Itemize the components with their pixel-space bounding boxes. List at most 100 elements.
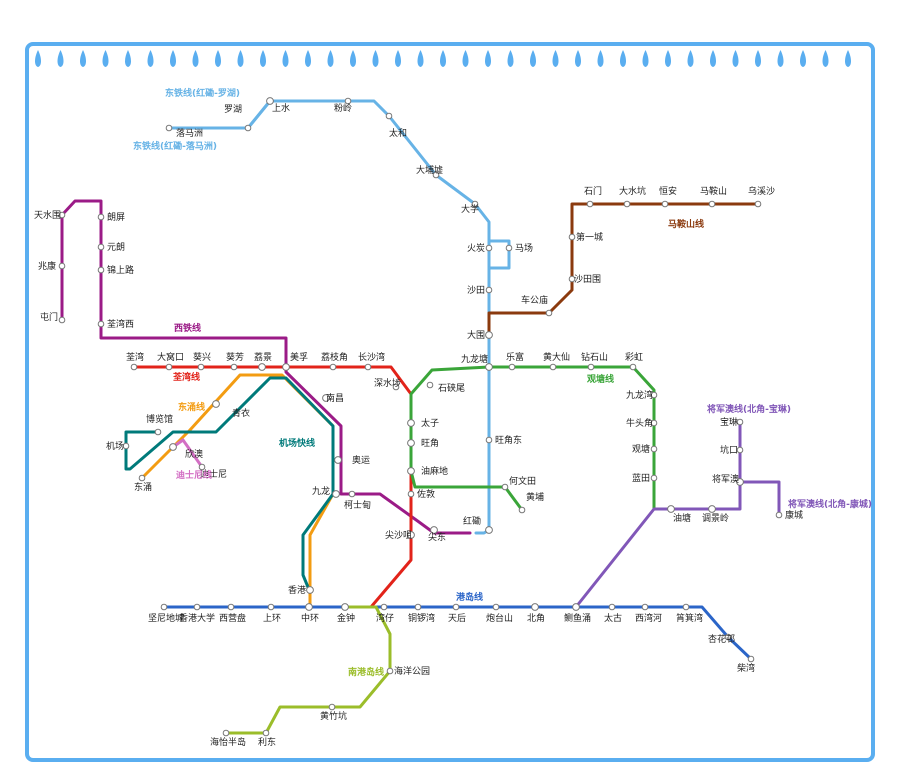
station-89[interactable] bbox=[386, 667, 394, 675]
station-4[interactable] bbox=[432, 171, 440, 179]
station-28[interactable] bbox=[197, 363, 205, 371]
station-12[interactable] bbox=[485, 526, 493, 534]
station-16[interactable] bbox=[58, 211, 66, 219]
station-74[interactable] bbox=[775, 511, 783, 519]
station-39[interactable] bbox=[341, 603, 349, 611]
station-6[interactable] bbox=[485, 244, 493, 252]
station-43[interactable] bbox=[212, 400, 220, 408]
station-label: 迪士尼 bbox=[200, 468, 227, 480]
station-7[interactable] bbox=[505, 244, 513, 252]
station-31[interactable] bbox=[329, 363, 337, 371]
station-1[interactable] bbox=[266, 97, 274, 105]
station-42[interactable] bbox=[169, 443, 177, 451]
station-53[interactable] bbox=[549, 363, 557, 371]
station-label: 上环 bbox=[263, 613, 281, 624]
station-35[interactable] bbox=[407, 439, 415, 447]
station-77[interactable] bbox=[227, 603, 235, 611]
station-2[interactable] bbox=[344, 97, 352, 105]
station-45[interactable] bbox=[306, 586, 314, 594]
station-48[interactable] bbox=[198, 463, 206, 471]
station-56[interactable] bbox=[650, 391, 658, 399]
station-52[interactable] bbox=[508, 363, 516, 371]
station-71[interactable] bbox=[736, 478, 744, 486]
station-13[interactable] bbox=[165, 124, 173, 132]
station-23[interactable] bbox=[334, 456, 342, 464]
station-82[interactable] bbox=[492, 603, 500, 611]
station-54[interactable] bbox=[587, 363, 595, 371]
station-62[interactable] bbox=[545, 309, 553, 317]
station-0[interactable] bbox=[244, 124, 252, 132]
station-81[interactable] bbox=[452, 603, 460, 611]
station-19[interactable] bbox=[97, 266, 105, 274]
station-87[interactable] bbox=[724, 633, 732, 641]
station-30[interactable] bbox=[258, 363, 266, 371]
station-40[interactable] bbox=[305, 603, 313, 611]
station-59[interactable] bbox=[650, 474, 658, 482]
station-85[interactable] bbox=[641, 603, 649, 611]
station-8[interactable] bbox=[485, 286, 493, 294]
station-label: 柴湾 bbox=[737, 662, 755, 674]
station-76[interactable] bbox=[193, 603, 201, 611]
station-27[interactable] bbox=[165, 363, 173, 371]
station-10[interactable] bbox=[485, 363, 493, 371]
station-50[interactable] bbox=[518, 506, 526, 514]
station-22[interactable] bbox=[322, 394, 330, 402]
station-47[interactable] bbox=[122, 442, 130, 450]
station-63[interactable] bbox=[568, 275, 576, 283]
station-32[interactable] bbox=[364, 363, 372, 371]
station-61[interactable] bbox=[708, 505, 716, 513]
station-70[interactable] bbox=[572, 603, 580, 611]
station-88[interactable] bbox=[747, 655, 755, 663]
station-36[interactable] bbox=[407, 467, 415, 475]
station-11[interactable] bbox=[485, 436, 493, 444]
station-44[interactable] bbox=[332, 490, 340, 498]
station-14[interactable] bbox=[58, 316, 66, 324]
station-55[interactable] bbox=[629, 363, 637, 371]
station-78[interactable] bbox=[267, 603, 275, 611]
station-65[interactable] bbox=[586, 200, 594, 208]
station-91[interactable] bbox=[262, 729, 270, 737]
station-92[interactable] bbox=[222, 729, 230, 737]
station-80[interactable] bbox=[414, 603, 422, 611]
station-18[interactable] bbox=[97, 243, 105, 251]
line-racecourse bbox=[487, 239, 511, 270]
station-41[interactable] bbox=[138, 474, 146, 482]
station-73[interactable] bbox=[736, 418, 744, 426]
station-49[interactable] bbox=[501, 483, 509, 491]
station-26[interactable] bbox=[130, 363, 138, 371]
station-83[interactable] bbox=[531, 603, 539, 611]
station-5[interactable] bbox=[471, 200, 479, 208]
station-33[interactable] bbox=[392, 383, 400, 391]
station-17[interactable] bbox=[97, 213, 105, 221]
station-68[interactable] bbox=[708, 200, 716, 208]
station-3[interactable] bbox=[385, 112, 393, 120]
station-51[interactable] bbox=[426, 381, 434, 389]
station-90[interactable] bbox=[328, 703, 336, 711]
station-58[interactable] bbox=[650, 445, 658, 453]
station-64[interactable] bbox=[568, 233, 576, 241]
station-66[interactable] bbox=[623, 200, 631, 208]
station-label: 落马洲 bbox=[176, 127, 203, 139]
station-69[interactable] bbox=[754, 200, 762, 208]
station-15[interactable] bbox=[58, 262, 66, 270]
station-25[interactable] bbox=[430, 526, 438, 534]
station-34[interactable] bbox=[407, 419, 415, 427]
station-84[interactable] bbox=[608, 603, 616, 611]
station-38[interactable] bbox=[407, 531, 415, 539]
station-60[interactable] bbox=[667, 505, 675, 513]
station-37[interactable] bbox=[407, 490, 415, 498]
station-label: 天后 bbox=[448, 613, 466, 624]
station-9[interactable] bbox=[485, 331, 493, 339]
station-67[interactable] bbox=[661, 200, 669, 208]
station-75[interactable] bbox=[160, 603, 168, 611]
station-21[interactable] bbox=[282, 363, 290, 371]
station-24[interactable] bbox=[348, 490, 356, 498]
station-79[interactable] bbox=[380, 603, 388, 611]
station-86[interactable] bbox=[682, 603, 690, 611]
station-57[interactable] bbox=[650, 419, 658, 427]
station-20[interactable] bbox=[97, 320, 105, 328]
station-46[interactable] bbox=[154, 428, 162, 436]
station-label: 葵芳 bbox=[226, 351, 244, 363]
station-72[interactable] bbox=[736, 446, 744, 454]
station-29[interactable] bbox=[230, 363, 238, 371]
